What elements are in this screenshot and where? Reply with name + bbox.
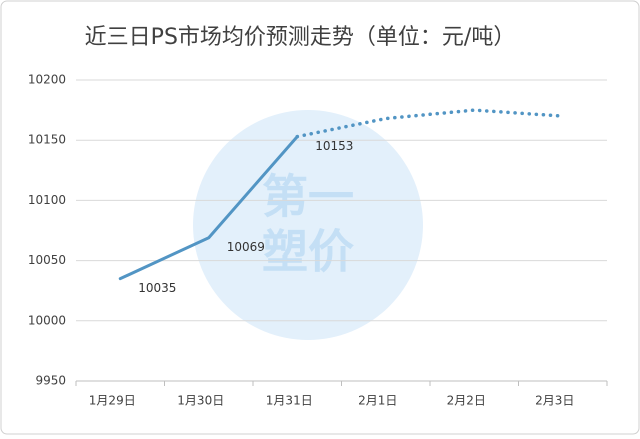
y-tick-label: 10000 bbox=[28, 313, 66, 327]
watermark-text: 塑价 bbox=[262, 225, 354, 279]
data-label: 10069 bbox=[227, 240, 265, 254]
x-tick-label: 1月29日 bbox=[89, 394, 136, 408]
y-tick-label: 10100 bbox=[28, 193, 66, 207]
x-tick-label: 2月3日 bbox=[535, 394, 574, 408]
chart-title: 近三日PS市场均价预测走势（单位：元/吨） bbox=[85, 25, 516, 50]
watermark-circle bbox=[193, 110, 423, 340]
data-label: 10153 bbox=[315, 139, 353, 153]
data-label: 10035 bbox=[138, 281, 176, 295]
series-line bbox=[118, 135, 299, 281]
y-tick-label: 9950 bbox=[35, 374, 66, 388]
x-tick-label: 1月31日 bbox=[266, 394, 313, 408]
y-tick-label: 10050 bbox=[28, 253, 66, 267]
y-tick-label: 10200 bbox=[28, 73, 66, 87]
watermark-text: 第一 bbox=[262, 170, 354, 224]
series-line bbox=[295, 108, 565, 139]
y-tick-label: 10150 bbox=[28, 133, 66, 147]
x-tick-label: 2月2日 bbox=[447, 394, 486, 408]
x-tick-label: 1月30日 bbox=[177, 394, 224, 408]
x-tick-label: 2月1日 bbox=[358, 394, 397, 408]
